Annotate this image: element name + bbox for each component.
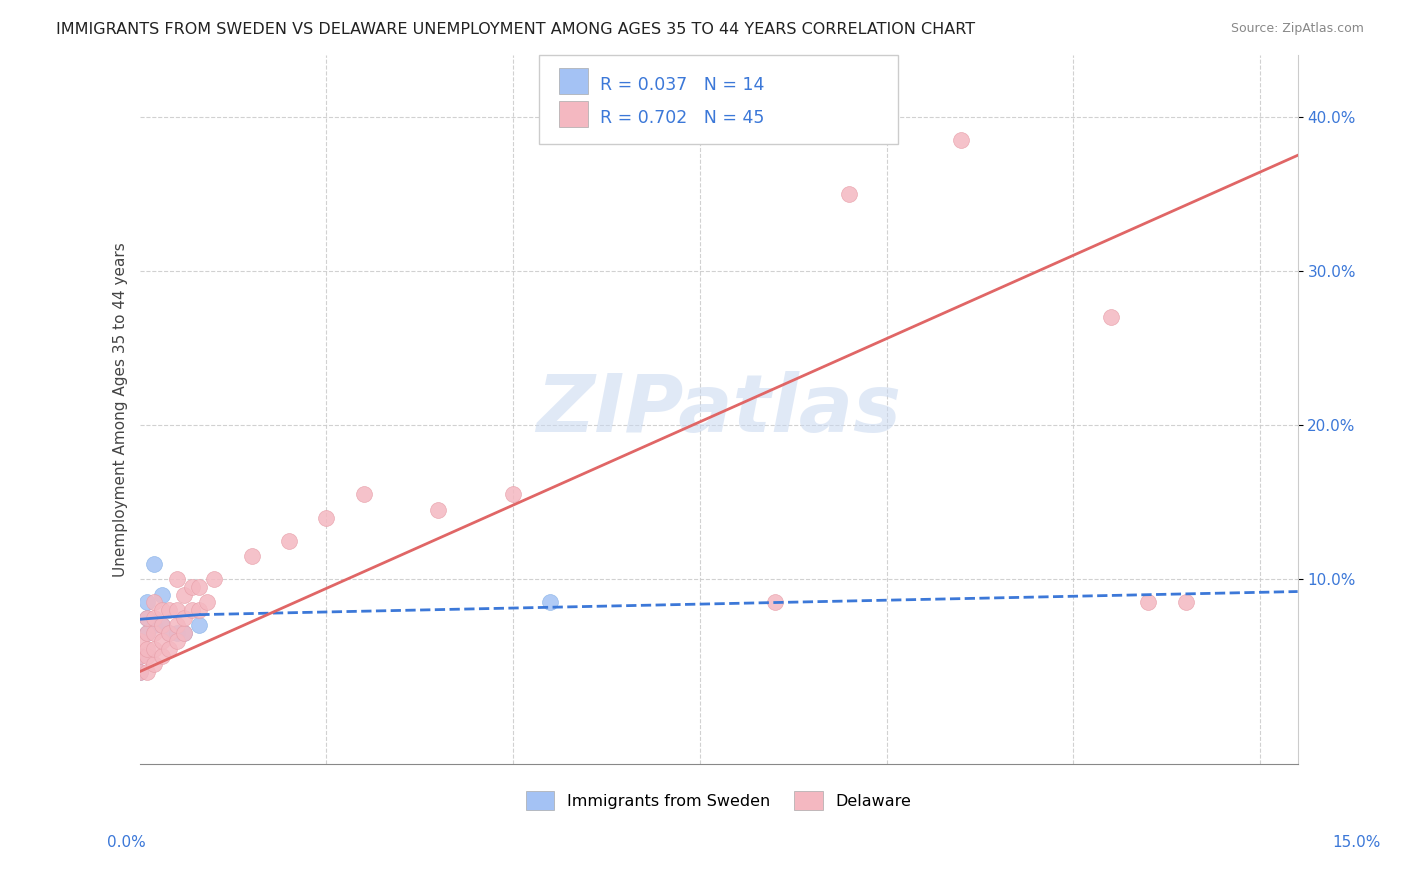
Point [502,487,524,501]
Point [173,626,195,640]
Point [540,595,562,609]
Point [136,595,159,609]
Point [136,641,159,656]
Point [180,580,202,594]
Legend: Immigrants from Sweden, Delaware: Immigrants from Sweden, Delaware [519,784,918,816]
Point [202,572,225,586]
Text: IMMIGRANTS FROM SWEDEN VS DELAWARE UNEMPLOYMENT AMONG AGES 35 TO 44 YEARS CORREL: IMMIGRANTS FROM SWEDEN VS DELAWARE UNEMP… [56,22,976,37]
Point [166,618,188,632]
Point [136,626,159,640]
Point [136,649,159,664]
Point [157,641,180,656]
Point [150,588,173,602]
Point [353,487,375,501]
Point [128,665,150,679]
Text: R = 0.702   N = 45: R = 0.702 N = 45 [600,109,765,127]
FancyBboxPatch shape [558,68,588,95]
Point [188,603,211,617]
Text: R = 0.037   N = 14: R = 0.037 N = 14 [600,76,765,94]
FancyBboxPatch shape [538,55,898,144]
Point [427,503,450,517]
Point [166,572,188,586]
Point [128,633,150,648]
Point [136,626,159,640]
Point [150,618,173,632]
Point [150,633,173,648]
Y-axis label: Unemployment Among Ages 35 to 44 years: Unemployment Among Ages 35 to 44 years [114,243,128,577]
Text: ZIPatlas: ZIPatlas [536,371,901,449]
Point [143,557,166,571]
Text: Source: ZipAtlas.com: Source: ZipAtlas.com [1230,22,1364,36]
Point [136,611,159,625]
Point [1174,595,1197,609]
Point [157,626,180,640]
Point [143,618,166,632]
FancyBboxPatch shape [558,101,588,128]
Point [1137,595,1160,609]
Text: 15.0%: 15.0% [1333,836,1381,850]
Point [166,603,188,617]
Point [278,533,301,548]
Point [173,611,195,625]
Point [150,649,173,664]
Point [128,649,150,664]
Point [136,665,159,679]
Point [143,611,166,625]
Point [157,626,180,640]
Point [157,603,180,617]
Point [173,588,195,602]
Point [240,549,263,563]
Point [150,603,173,617]
Point [188,618,211,632]
Point [143,641,166,656]
Point [128,665,150,679]
Point [188,580,211,594]
Point [143,626,166,640]
Point [166,626,188,640]
Point [173,626,195,640]
Point [838,186,860,201]
Point [1099,310,1122,325]
Point [128,649,150,664]
Point [195,595,218,609]
Point [950,133,973,147]
Point [166,633,188,648]
Point [180,603,202,617]
Point [763,595,786,609]
Point [143,595,166,609]
Point [150,618,173,632]
Text: 0.0%: 0.0% [107,836,146,850]
Point [136,611,159,625]
Point [315,510,337,524]
Point [143,657,166,671]
